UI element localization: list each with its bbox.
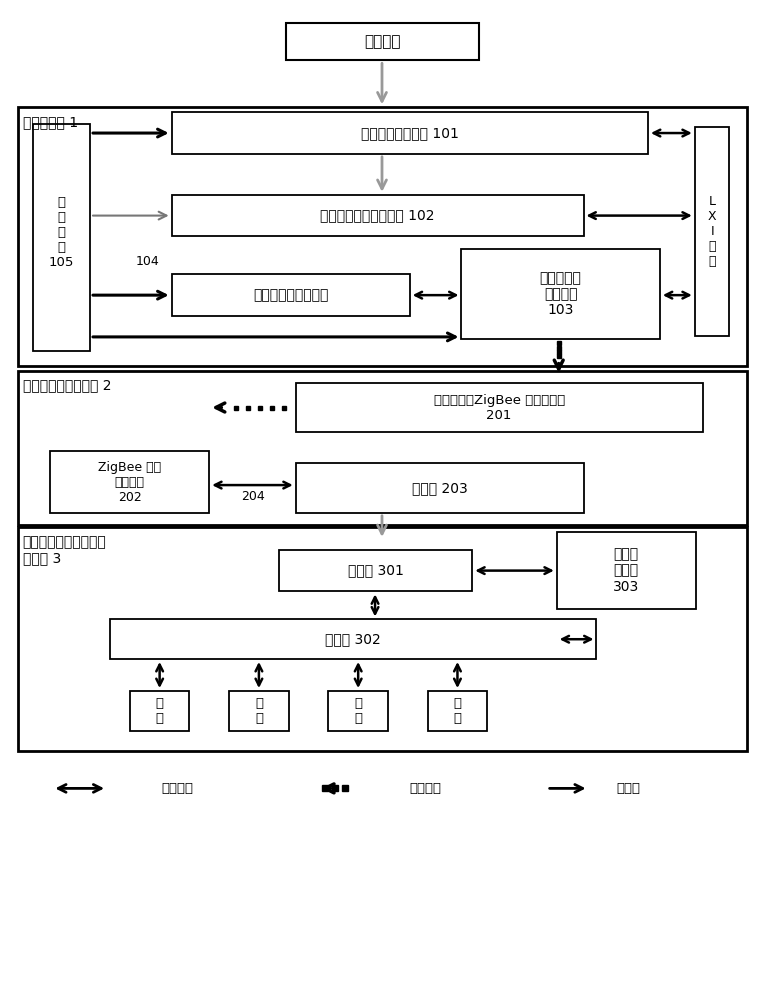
FancyBboxPatch shape [171, 274, 410, 316]
Text: 服务器 301: 服务器 301 [347, 564, 403, 578]
Text: 电源线: 电源线 [617, 782, 640, 795]
FancyBboxPatch shape [295, 463, 584, 513]
FancyBboxPatch shape [110, 619, 597, 659]
FancyBboxPatch shape [171, 195, 584, 236]
Text: 无线通信: 无线通信 [410, 782, 442, 795]
FancyBboxPatch shape [50, 451, 210, 513]
FancyBboxPatch shape [18, 371, 747, 525]
Text: 中部通信转换子系统 2: 中部通信转换子系统 2 [23, 379, 111, 393]
Text: 监测水域: 监测水域 [364, 34, 401, 49]
FancyBboxPatch shape [328, 691, 388, 731]
Text: 采样预处理子系统 101: 采样预处理子系统 101 [361, 126, 459, 140]
FancyBboxPatch shape [285, 23, 480, 60]
FancyBboxPatch shape [130, 691, 190, 731]
Text: 用
户: 用 户 [255, 697, 263, 725]
Text: L
X
I
总
线: L X I 总 线 [708, 195, 716, 268]
FancyBboxPatch shape [461, 249, 660, 339]
FancyBboxPatch shape [171, 112, 648, 154]
Text: 104: 104 [136, 255, 160, 268]
FancyBboxPatch shape [278, 550, 472, 591]
Text: 各个蒞首（ZigBee 通信模块）
201: 各个蒞首（ZigBee 通信模块） 201 [434, 394, 565, 422]
FancyBboxPatch shape [230, 691, 288, 731]
Text: 无线信号传
输子系统
103: 无线信号传 输子系统 103 [540, 271, 581, 317]
Text: 有线通信: 有线通信 [161, 782, 194, 795]
Text: 外部环境监测子系统: 外部环境监测子系统 [253, 288, 328, 302]
Text: 前端子系统 1: 前端子系统 1 [23, 115, 78, 129]
Text: 终端处理统计预警发布
子系统 3: 终端处理统计预警发布 子系统 3 [23, 535, 106, 565]
FancyBboxPatch shape [557, 532, 695, 609]
Text: 客户机 302: 客户机 302 [325, 632, 381, 646]
Text: 路由器 203: 路由器 203 [412, 481, 467, 495]
Text: 204: 204 [241, 490, 265, 503]
FancyBboxPatch shape [33, 124, 90, 351]
Text: 图像采集和计数子系统 102: 图像采集和计数子系统 102 [321, 209, 435, 223]
Text: 电
源
部
分
105: 电 源 部 分 105 [49, 196, 74, 269]
FancyBboxPatch shape [695, 127, 730, 336]
FancyBboxPatch shape [18, 107, 747, 366]
FancyBboxPatch shape [295, 383, 703, 432]
Text: 预警报
警装置
303: 预警报 警装置 303 [613, 547, 640, 594]
FancyBboxPatch shape [18, 527, 747, 751]
Text: 用
户: 用 户 [354, 697, 362, 725]
Text: ZigBee 二次
汇聚节点
202: ZigBee 二次 汇聚节点 202 [98, 461, 161, 504]
FancyBboxPatch shape [428, 691, 487, 731]
Text: 用
户: 用 户 [155, 697, 164, 725]
Text: 用
户: 用 户 [454, 697, 461, 725]
